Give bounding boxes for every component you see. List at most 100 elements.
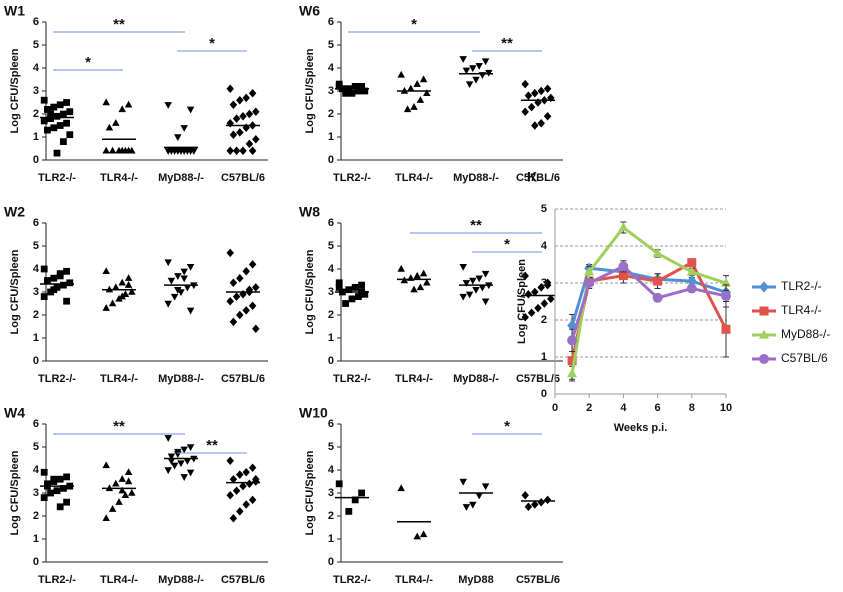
y-tick-label: 3 (33, 487, 39, 499)
marker (174, 448, 182, 456)
y-tick-label: 1 (328, 533, 334, 545)
y-tick-label: 5 (33, 240, 39, 252)
marker (413, 532, 421, 540)
y-tick-label: 4 (33, 263, 40, 275)
marker (180, 474, 188, 481)
x-tick-label: MyD88-/- (453, 172, 499, 184)
marker (459, 478, 467, 486)
marker (342, 300, 349, 307)
marker (248, 301, 257, 311)
marker (60, 110, 67, 118)
legend-label: MyD88-/- (781, 327, 830, 341)
marker (653, 276, 663, 286)
marker (180, 148, 188, 155)
x-tick-label: MyD88 (458, 574, 493, 586)
y-tick-label: 6 (328, 16, 334, 28)
y-axis-label: Log CFU/Spleen (9, 450, 21, 535)
marker (60, 281, 67, 289)
y-axis-label: Log CFU/Spleen (304, 249, 316, 334)
marker (547, 294, 555, 304)
marker (56, 272, 64, 280)
marker (236, 470, 244, 479)
marker (180, 268, 188, 276)
marker (469, 277, 477, 285)
marker (102, 514, 110, 522)
marker (242, 306, 250, 315)
marker (108, 505, 117, 512)
marker (245, 139, 254, 149)
marker (462, 504, 471, 511)
marker (252, 107, 260, 116)
marker (478, 284, 487, 292)
y-tick-label: 4 (328, 62, 335, 74)
marker (229, 317, 238, 327)
marker (348, 89, 356, 97)
marker (164, 148, 172, 155)
marker (44, 277, 51, 284)
significance-label: * (504, 418, 510, 435)
y-axis-label: Log CFU/Spleen (304, 48, 316, 133)
marker (252, 324, 260, 334)
marker (481, 58, 490, 66)
marker (248, 260, 257, 269)
marker (40, 468, 48, 476)
y-axis-label: Log CFU/Spleen (304, 450, 316, 535)
marker (50, 103, 58, 111)
marker (481, 270, 490, 278)
y-tick-label: 0 (328, 355, 334, 367)
marker (567, 319, 578, 332)
y-tick-label: 0 (328, 154, 334, 166)
marker (524, 290, 533, 299)
marker (242, 500, 250, 509)
marker (229, 514, 238, 523)
panel-title: W1 (4, 3, 25, 19)
x-tick-label: TLR2-/- (333, 172, 371, 184)
x-tick-label: TLR4-/- (100, 373, 138, 385)
y-tick-label: 1 (33, 533, 39, 545)
y-tick-label: 1 (33, 332, 39, 344)
marker (183, 458, 192, 465)
marker (108, 299, 117, 307)
marker (527, 102, 536, 112)
marker (164, 300, 172, 308)
marker (248, 89, 257, 98)
marker (118, 475, 126, 482)
y-axis-label: Log CFU/Spleen (9, 249, 21, 334)
marker (124, 100, 133, 108)
marker (537, 118, 545, 128)
y-tick-label: 2 (33, 108, 39, 120)
marker (416, 283, 425, 291)
y-tick-label: 2 (33, 309, 39, 321)
marker (248, 495, 257, 505)
marker (180, 275, 188, 283)
significance-label: * (85, 54, 91, 71)
marker (229, 278, 238, 288)
marker (232, 486, 241, 495)
y-tick-label: 3 (328, 85, 334, 97)
x-tick-label: 8 (689, 402, 695, 414)
marker (652, 248, 663, 257)
marker (40, 293, 48, 300)
marker (759, 281, 769, 293)
marker (56, 101, 64, 109)
legend-label: TLR2-/- (781, 279, 822, 293)
marker (248, 146, 257, 156)
marker (167, 458, 176, 465)
marker (124, 274, 133, 281)
y-tick-label: 0 (33, 154, 39, 166)
marker (183, 284, 192, 292)
marker (40, 96, 48, 104)
x-tick-label: C57BL/6 (221, 172, 265, 184)
x-tick-label: TLR2-/- (38, 373, 76, 385)
series-line (570, 225, 727, 374)
marker (686, 283, 697, 294)
y-tick-label: 1 (328, 332, 334, 344)
y-tick-label: 1 (33, 131, 39, 143)
marker (358, 489, 365, 497)
marker (531, 287, 539, 297)
marker (397, 484, 405, 492)
marker (47, 110, 54, 118)
marker (121, 491, 130, 499)
y-tick-label: 6 (328, 217, 334, 229)
